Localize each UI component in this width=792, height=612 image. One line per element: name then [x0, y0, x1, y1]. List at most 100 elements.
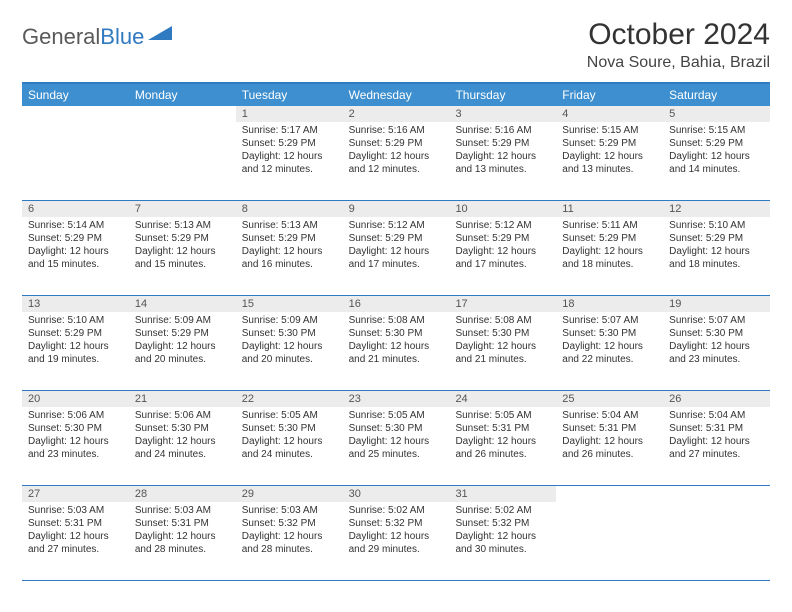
- sunrise-text: Sunrise: 5:03 AM: [135, 504, 230, 517]
- day-cell: Sunrise: 5:15 AMSunset: 5:29 PMDaylight:…: [663, 122, 770, 200]
- daylight-text: Daylight: 12 hours and 21 minutes.: [455, 340, 550, 366]
- day-cell: Sunrise: 5:06 AMSunset: 5:30 PMDaylight:…: [22, 407, 129, 485]
- sunset-text: Sunset: 5:29 PM: [562, 137, 657, 150]
- daylight-text: Daylight: 12 hours and 19 minutes.: [28, 340, 123, 366]
- sunset-text: Sunset: 5:32 PM: [455, 517, 550, 530]
- day-cell: Sunrise: 5:07 AMSunset: 5:30 PMDaylight:…: [663, 312, 770, 390]
- day-number: 26: [663, 391, 770, 407]
- day-cell-content: Sunrise: 5:15 AMSunset: 5:29 PMDaylight:…: [556, 122, 663, 182]
- daylight-text: Daylight: 12 hours and 28 minutes.: [135, 530, 230, 556]
- day-number: 6: [22, 201, 129, 217]
- daylight-text: Daylight: 12 hours and 15 minutes.: [135, 245, 230, 271]
- day-cell-content: Sunrise: 5:05 AMSunset: 5:31 PMDaylight:…: [449, 407, 556, 467]
- day-cell: Sunrise: 5:12 AMSunset: 5:29 PMDaylight:…: [449, 217, 556, 295]
- daylight-text: Daylight: 12 hours and 23 minutes.: [28, 435, 123, 461]
- location-text: Nova Soure, Bahia, Brazil: [587, 54, 770, 72]
- day-header: Sunday: [22, 84, 129, 106]
- week-row: Sunrise: 5:03 AMSunset: 5:31 PMDaylight:…: [22, 502, 770, 581]
- sunrise-text: Sunrise: 5:06 AM: [135, 409, 230, 422]
- day-header: Friday: [556, 84, 663, 106]
- day-number: 3: [449, 106, 556, 122]
- sunrise-text: Sunrise: 5:07 AM: [669, 314, 764, 327]
- sunrise-text: Sunrise: 5:06 AM: [28, 409, 123, 422]
- day-number: 15: [236, 296, 343, 312]
- day-cell-content: Sunrise: 5:04 AMSunset: 5:31 PMDaylight:…: [556, 407, 663, 467]
- day-cell-content: Sunrise: 5:16 AMSunset: 5:29 PMDaylight:…: [343, 122, 450, 182]
- sunset-text: Sunset: 5:30 PM: [455, 327, 550, 340]
- daylight-text: Daylight: 12 hours and 24 minutes.: [135, 435, 230, 461]
- title-block: October 2024 Nova Soure, Bahia, Brazil: [587, 18, 770, 72]
- day-number: 5: [663, 106, 770, 122]
- day-number: 29: [236, 486, 343, 502]
- sunset-text: Sunset: 5:31 PM: [135, 517, 230, 530]
- sunrise-text: Sunrise: 5:11 AM: [562, 219, 657, 232]
- day-number: 2: [343, 106, 450, 122]
- sunrise-text: Sunrise: 5:03 AM: [28, 504, 123, 517]
- day-number: 7: [129, 201, 236, 217]
- day-cell: Sunrise: 5:09 AMSunset: 5:29 PMDaylight:…: [129, 312, 236, 390]
- sunrise-text: Sunrise: 5:05 AM: [349, 409, 444, 422]
- sunset-text: Sunset: 5:29 PM: [242, 137, 337, 150]
- day-header-row: SundayMondayTuesdayWednesdayThursdayFrid…: [22, 84, 770, 106]
- day-number: 13: [22, 296, 129, 312]
- day-number: [663, 486, 770, 502]
- day-cell: Sunrise: 5:08 AMSunset: 5:30 PMDaylight:…: [449, 312, 556, 390]
- sunset-text: Sunset: 5:29 PM: [349, 232, 444, 245]
- day-cell-content: Sunrise: 5:16 AMSunset: 5:29 PMDaylight:…: [449, 122, 556, 182]
- day-number: 18: [556, 296, 663, 312]
- daylight-text: Daylight: 12 hours and 12 minutes.: [242, 150, 337, 176]
- day-number: 28: [129, 486, 236, 502]
- sunrise-text: Sunrise: 5:05 AM: [242, 409, 337, 422]
- sunset-text: Sunset: 5:29 PM: [455, 232, 550, 245]
- sunrise-text: Sunrise: 5:03 AM: [242, 504, 337, 517]
- day-number: 31: [449, 486, 556, 502]
- sunset-text: Sunset: 5:29 PM: [135, 327, 230, 340]
- day-cell: Sunrise: 5:05 AMSunset: 5:30 PMDaylight:…: [236, 407, 343, 485]
- daylight-text: Daylight: 12 hours and 21 minutes.: [349, 340, 444, 366]
- sunset-text: Sunset: 5:32 PM: [349, 517, 444, 530]
- logo: GeneralBlue: [22, 18, 174, 50]
- day-number: 19: [663, 296, 770, 312]
- sunrise-text: Sunrise: 5:02 AM: [349, 504, 444, 517]
- sunset-text: Sunset: 5:29 PM: [28, 327, 123, 340]
- day-number: 24: [449, 391, 556, 407]
- sunset-text: Sunset: 5:30 PM: [242, 327, 337, 340]
- day-cell: Sunrise: 5:03 AMSunset: 5:31 PMDaylight:…: [22, 502, 129, 580]
- sunset-text: Sunset: 5:30 PM: [349, 327, 444, 340]
- day-cell: Sunrise: 5:16 AMSunset: 5:29 PMDaylight:…: [343, 122, 450, 200]
- day-cell: [556, 502, 663, 580]
- sunrise-text: Sunrise: 5:14 AM: [28, 219, 123, 232]
- day-cell-content: Sunrise: 5:15 AMSunset: 5:29 PMDaylight:…: [663, 122, 770, 182]
- sunset-text: Sunset: 5:29 PM: [562, 232, 657, 245]
- sunrise-text: Sunrise: 5:16 AM: [349, 124, 444, 137]
- day-number: 27: [22, 486, 129, 502]
- day-cell-content: Sunrise: 5:05 AMSunset: 5:30 PMDaylight:…: [236, 407, 343, 467]
- sunset-text: Sunset: 5:29 PM: [242, 232, 337, 245]
- day-cell: Sunrise: 5:16 AMSunset: 5:29 PMDaylight:…: [449, 122, 556, 200]
- day-cell-content: Sunrise: 5:02 AMSunset: 5:32 PMDaylight:…: [449, 502, 556, 562]
- daynum-row: 13141516171819: [22, 296, 770, 312]
- sunrise-text: Sunrise: 5:02 AM: [455, 504, 550, 517]
- day-cell: Sunrise: 5:05 AMSunset: 5:31 PMDaylight:…: [449, 407, 556, 485]
- sunrise-text: Sunrise: 5:12 AM: [349, 219, 444, 232]
- day-cell: Sunrise: 5:06 AMSunset: 5:30 PMDaylight:…: [129, 407, 236, 485]
- daylight-text: Daylight: 12 hours and 16 minutes.: [242, 245, 337, 271]
- day-cell: Sunrise: 5:14 AMSunset: 5:29 PMDaylight:…: [22, 217, 129, 295]
- day-number: 17: [449, 296, 556, 312]
- sunrise-text: Sunrise: 5:08 AM: [455, 314, 550, 327]
- day-cell-content: Sunrise: 5:13 AMSunset: 5:29 PMDaylight:…: [129, 217, 236, 277]
- daylight-text: Daylight: 12 hours and 18 minutes.: [669, 245, 764, 271]
- sunrise-text: Sunrise: 5:15 AM: [562, 124, 657, 137]
- sunrise-text: Sunrise: 5:04 AM: [669, 409, 764, 422]
- day-number: 23: [343, 391, 450, 407]
- day-cell: Sunrise: 5:03 AMSunset: 5:32 PMDaylight:…: [236, 502, 343, 580]
- sunrise-text: Sunrise: 5:13 AM: [135, 219, 230, 232]
- sunrise-text: Sunrise: 5:08 AM: [349, 314, 444, 327]
- sunset-text: Sunset: 5:29 PM: [349, 137, 444, 150]
- day-cell-content: Sunrise: 5:12 AMSunset: 5:29 PMDaylight:…: [449, 217, 556, 277]
- daylight-text: Daylight: 12 hours and 24 minutes.: [242, 435, 337, 461]
- daylight-text: Daylight: 12 hours and 13 minutes.: [562, 150, 657, 176]
- day-number: 16: [343, 296, 450, 312]
- sunset-text: Sunset: 5:30 PM: [562, 327, 657, 340]
- day-cell: Sunrise: 5:02 AMSunset: 5:32 PMDaylight:…: [343, 502, 450, 580]
